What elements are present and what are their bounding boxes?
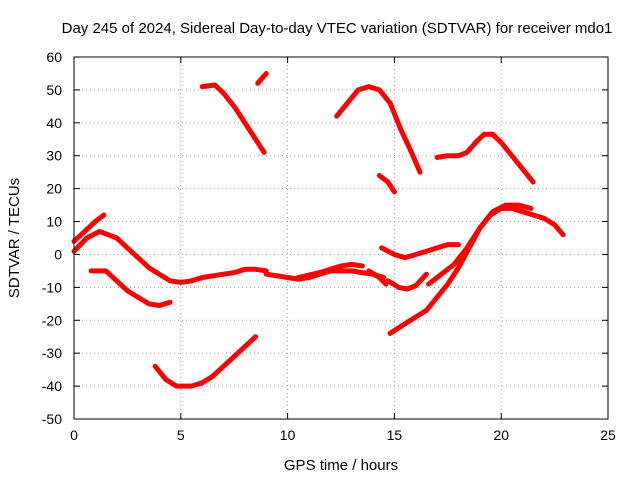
y-tick-label: -30 [42,345,62,361]
y-tick-label: 10 [46,214,62,230]
y-tick-label: -10 [42,279,62,295]
grid [74,57,608,419]
y-tick-label: 0 [54,246,62,262]
plot-frame [73,56,609,420]
y-tick-label: -20 [42,312,62,328]
y-tick-label: -50 [42,411,62,427]
chart-title: Day 245 of 2024, Sidereal Day-to-day VTE… [62,20,613,37]
series-arc-10 [376,173,397,195]
y-tick-label: -40 [42,378,62,394]
series-arc-8 [295,261,365,280]
series-arc-5 [199,82,267,155]
series-arc-11 [366,268,389,287]
y-tick-label: 30 [46,148,62,164]
series-arc-14 [387,205,566,336]
series-arc-1 [71,212,107,244]
series-arc-6 [255,71,269,86]
ticks: 0 5 10 15 20 25 -50 -40 -30 -20 -10 0 10 20 30 40 50 60 [42,49,616,443]
series-arc-16 [434,131,536,185]
x-tick-label: 0 [70,427,78,443]
y-tick-label: 60 [46,49,62,65]
series-layer [71,71,566,389]
series-arc-2 [71,228,269,285]
series-arc-9 [334,84,423,175]
x-tick-label: 10 [280,427,296,443]
series-arc-13 [385,271,429,292]
y-tick-label: 50 [46,82,62,98]
x-axis-label: GPS time / hours [284,457,398,474]
x-tick-label: 20 [493,427,509,443]
series-arc-12 [379,242,461,261]
series-arc-4 [152,334,259,389]
x-tick-label: 25 [600,427,616,443]
y-axis-label: SDTVAR / TECUs [6,178,23,298]
x-tick-label: 15 [387,427,403,443]
x-tick-label: 5 [177,427,185,443]
series-arc-3 [88,268,173,308]
series-arc-15 [426,202,534,287]
y-tick-label: 40 [46,115,62,131]
y-tick-label: 20 [46,181,62,197]
